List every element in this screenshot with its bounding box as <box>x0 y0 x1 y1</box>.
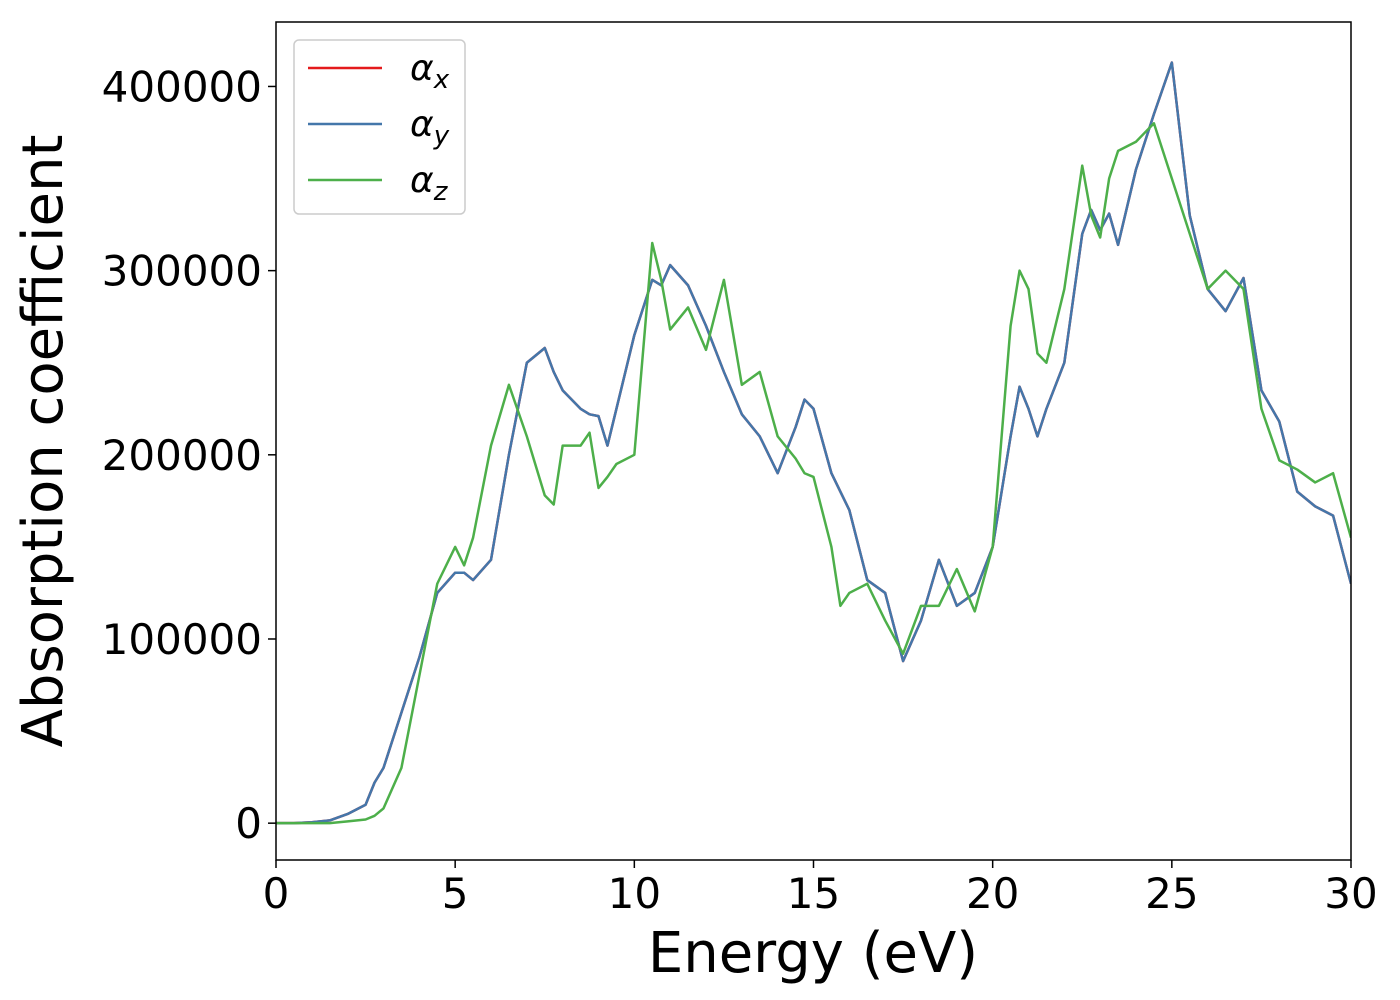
series-line <box>276 61 1351 825</box>
legend-box <box>293 39 466 215</box>
legend-label: αy <box>410 104 450 151</box>
y-tick-label: 200000 <box>102 431 262 480</box>
plot-frame <box>275 21 1352 861</box>
x-tick-label: 5 <box>442 869 469 918</box>
y-tick-label: 300000 <box>102 247 262 296</box>
x-tick-label: 25 <box>1145 869 1198 918</box>
y-tick-label: 400000 <box>102 62 262 111</box>
legend-label: αx <box>410 48 450 95</box>
y-tick-label: 0 <box>235 799 262 848</box>
y-tick-label: 100000 <box>102 615 262 664</box>
x-axis-label: Energy (eV) <box>648 921 978 986</box>
y-axis-label: Absorption coefficient <box>11 135 76 748</box>
x-tick-label: 10 <box>608 869 661 918</box>
x-tick-label: 15 <box>787 869 840 918</box>
series-line <box>276 122 1351 825</box>
x-tick-label: 20 <box>966 869 1019 918</box>
x-tick-label: 30 <box>1324 869 1377 918</box>
legend-label: αz <box>410 160 449 207</box>
x-tick-label: 0 <box>263 869 290 918</box>
